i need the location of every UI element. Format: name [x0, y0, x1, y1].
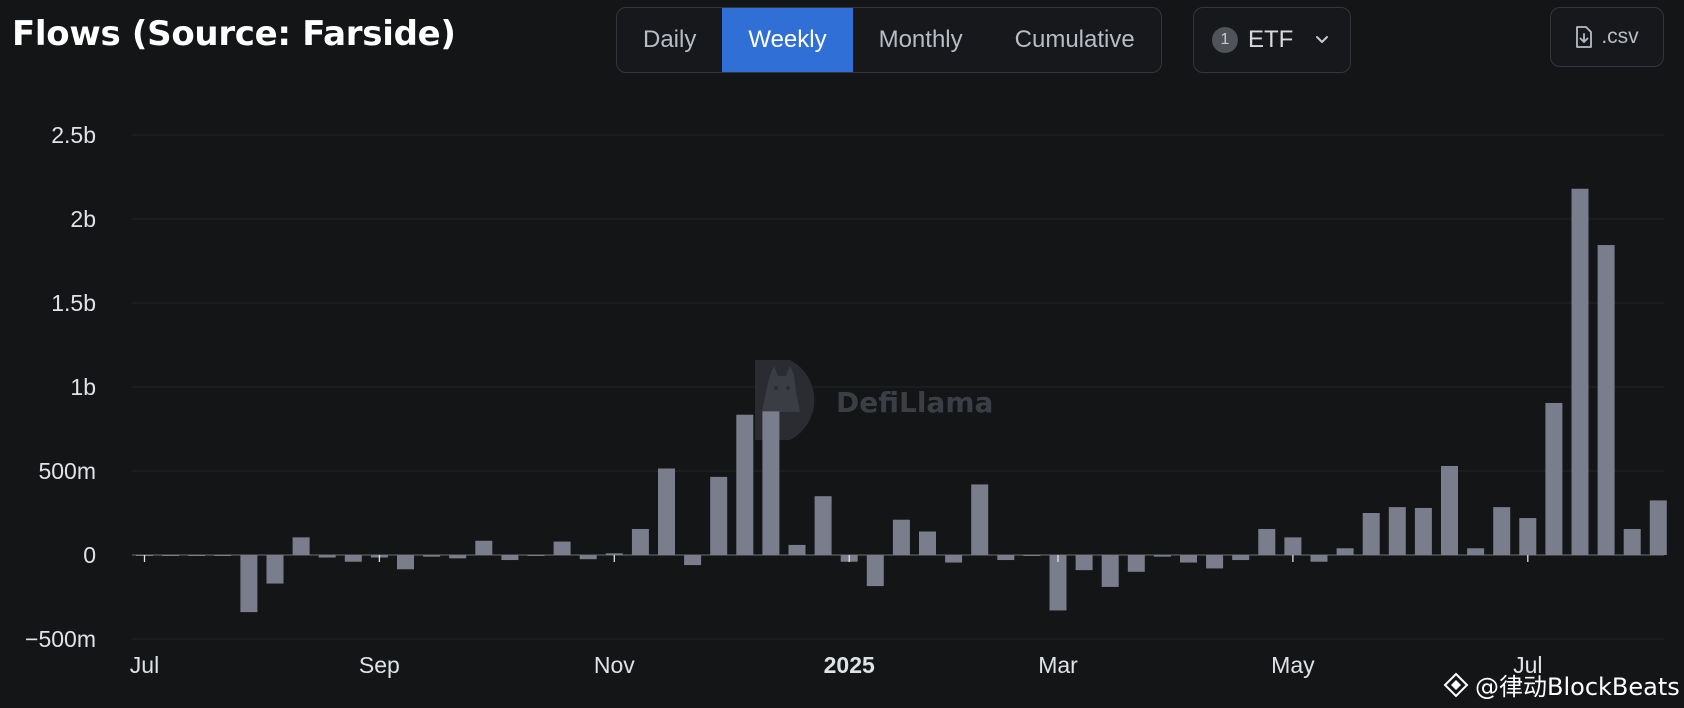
flow-bar[interactable] [162, 555, 180, 556]
bars-group [136, 188, 1667, 613]
flow-bar[interactable] [292, 537, 310, 555]
flow-bar[interactable] [1101, 555, 1119, 587]
flow-bar[interactable] [814, 496, 832, 555]
x-tick-label: May [1271, 652, 1315, 678]
flow-bar[interactable] [684, 555, 702, 566]
flow-bar[interactable] [1206, 555, 1224, 569]
interval-tabs: Daily Weekly Monthly Cumulative [616, 7, 1162, 73]
chart-title: Flows (Source: Farside) [12, 14, 456, 54]
x-tick-label: 2025 [824, 652, 875, 678]
flow-bar[interactable] [553, 541, 571, 555]
flow-bar[interactable] [1493, 507, 1511, 555]
flow-bar[interactable] [318, 555, 336, 558]
llama-logo-icon [762, 366, 800, 412]
y-tick-label: 2b [70, 206, 96, 232]
flow-bar[interactable] [188, 555, 206, 556]
flow-bar[interactable] [344, 555, 362, 562]
flow-bar[interactable] [1310, 555, 1328, 562]
flow-bar[interactable] [1284, 537, 1302, 555]
flow-bar[interactable] [1127, 555, 1145, 572]
flow-bar[interactable] [919, 531, 936, 555]
tab-daily[interactable]: Daily [643, 26, 697, 53]
flow-bar[interactable] [1336, 548, 1354, 555]
flow-bar[interactable] [1623, 528, 1641, 555]
flow-bar[interactable] [1075, 555, 1093, 571]
flow-bar[interactable] [788, 544, 806, 555]
flow-bar[interactable] [1180, 555, 1197, 563]
y-tick-label: 0 [83, 542, 96, 568]
flow-bar[interactable] [892, 519, 910, 555]
flow-bar[interactable] [1388, 507, 1406, 555]
source-credit: @律动BlockBeats [1443, 667, 1680, 702]
flow-bar[interactable] [579, 555, 597, 560]
flow-bar[interactable] [1519, 518, 1537, 555]
flow-bar[interactable] [605, 553, 623, 555]
flow-bar[interactable] [1362, 513, 1380, 555]
chevron-down-icon [1316, 36, 1329, 43]
flow-bar[interactable] [475, 540, 493, 555]
flow-bar[interactable] [449, 555, 467, 559]
y-axis-ticks: 2.5b 2b 1.5b 1b 500m 0 −500m [25, 122, 96, 652]
defillama-watermark: DefiLlama [755, 360, 993, 440]
csv-download-button[interactable]: .csv [1550, 7, 1664, 67]
flow-bar[interactable] [1597, 245, 1615, 556]
flow-bar[interactable] [1545, 402, 1563, 555]
x-tick-label: Jul [130, 652, 159, 678]
y-tick-label: 2.5b [51, 122, 96, 148]
flow-bar[interactable] [1232, 555, 1250, 561]
flow-bar[interactable] [866, 555, 884, 587]
flow-bar[interactable] [1023, 555, 1041, 556]
flow-bar[interactable] [631, 528, 649, 555]
tab-cumulative[interactable]: Cumulative [1014, 26, 1135, 53]
x-tick-label: Sep [359, 652, 400, 678]
flow-bar[interactable] [266, 555, 284, 584]
flow-bar[interactable] [240, 555, 258, 613]
x-tick-label: Nov [594, 652, 635, 678]
etf-filter-dropdown[interactable]: 1 ETF [1193, 7, 1351, 73]
etf-count-badge: 1 [1212, 27, 1238, 53]
flow-bar[interactable] [1153, 555, 1171, 557]
etf-filter-label: ETF [1248, 26, 1294, 53]
tab-monthly[interactable]: Monthly [878, 26, 963, 53]
x-tick-label: Mar [1038, 652, 1078, 678]
blockbeats-logo-icon [1443, 672, 1469, 697]
flow-bar[interactable] [423, 555, 441, 557]
flow-bar[interactable] [658, 468, 675, 555]
x-axis-ticks: Jul Sep Nov 2025 Mar May Jul [130, 555, 1543, 678]
x-tick-label: Jul [1513, 652, 1542, 678]
flow-bar[interactable] [397, 555, 414, 570]
watermark-text: DefiLlama [836, 386, 993, 419]
y-tick-label: 500m [38, 458, 96, 484]
flow-bar[interactable] [997, 555, 1015, 561]
csv-label: .csv [1601, 25, 1639, 48]
flow-bar[interactable] [1467, 548, 1485, 555]
y-tick-label: 1.5b [51, 290, 96, 316]
flow-bar[interactable] [1258, 528, 1276, 555]
tab-weekly[interactable]: Weekly [722, 8, 853, 72]
flow-bar[interactable] [1441, 465, 1458, 555]
flow-bar[interactable] [971, 484, 989, 555]
flow-bar[interactable] [1414, 507, 1432, 555]
flow-bar[interactable] [945, 555, 963, 563]
credit-text: @律动BlockBeats [1475, 673, 1680, 701]
flow-bar[interactable] [736, 414, 754, 555]
y-tick-label: 1b [70, 374, 96, 400]
flow-bar[interactable] [1571, 188, 1589, 555]
flow-bar[interactable] [762, 411, 780, 555]
flow-bar[interactable] [710, 476, 728, 555]
flow-bar[interactable] [1649, 500, 1667, 555]
flow-bar[interactable] [1049, 555, 1067, 611]
download-file-icon [1576, 26, 1593, 48]
flow-bar[interactable] [501, 555, 519, 561]
flow-bar[interactable] [527, 555, 545, 556]
y-tick-label: −500m [25, 626, 96, 652]
flow-bar[interactable] [214, 555, 232, 556]
